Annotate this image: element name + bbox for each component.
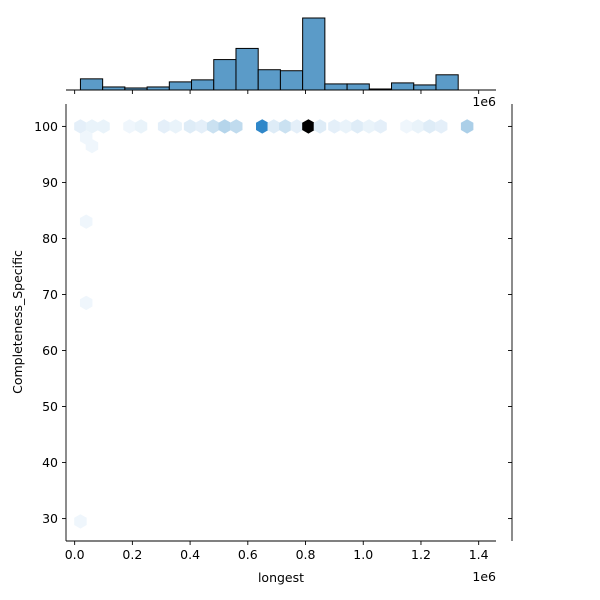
hexbin-cell bbox=[195, 119, 208, 134]
histogram-bar bbox=[213, 59, 237, 91]
hexbin-cell bbox=[339, 119, 353, 134]
x-tick-label: 1.2 bbox=[411, 547, 431, 562]
hexbin-cell bbox=[434, 119, 448, 134]
histogram-bar bbox=[413, 84, 437, 91]
hexbin-cell bbox=[206, 119, 220, 134]
histogram-bar bbox=[257, 69, 281, 91]
right-marginal-ticks bbox=[508, 125, 512, 520]
hexbin-cell bbox=[267, 119, 281, 134]
hexbin-cell bbox=[400, 119, 413, 134]
y-tick-label: 50 bbox=[42, 399, 58, 414]
y-tick-label: 40 bbox=[42, 455, 58, 470]
x-tick-label: 0.8 bbox=[296, 547, 316, 562]
histogram-bar bbox=[168, 81, 193, 91]
hexbin-cell bbox=[423, 119, 436, 134]
y-tick-label: 70 bbox=[42, 287, 58, 302]
histogram-bar bbox=[324, 83, 348, 91]
hexbin-cell bbox=[85, 138, 99, 154]
histogram-bar bbox=[146, 86, 170, 91]
hexbin-cell bbox=[183, 119, 197, 134]
hexbin-cell bbox=[230, 119, 243, 134]
y-tick-label: 60 bbox=[42, 343, 58, 358]
hexbin-cell bbox=[313, 119, 327, 134]
y-tick-label: 30 bbox=[42, 511, 58, 526]
histogram-bar bbox=[346, 83, 370, 91]
hexbin-cell bbox=[85, 119, 99, 134]
hexbin-cell bbox=[218, 119, 231, 134]
hexbin-cell bbox=[411, 119, 425, 134]
x-tick-label: 1.4 bbox=[469, 547, 489, 562]
hexbin-cell bbox=[351, 119, 364, 134]
hexbin-cell bbox=[460, 119, 474, 134]
right-marginal-panel bbox=[508, 104, 513, 541]
hexbin-cell bbox=[290, 119, 304, 134]
hexbin-cell bbox=[134, 119, 148, 134]
marginal-offset-text: 1e6 bbox=[472, 94, 496, 109]
x-offset-text: 1e6 bbox=[472, 569, 496, 584]
histogram-bar bbox=[235, 47, 259, 91]
marginal-x-ticks bbox=[74, 90, 480, 94]
x-tick-label: 1.0 bbox=[353, 547, 373, 562]
y-tick-label: 100 bbox=[34, 119, 58, 134]
hexbin-cell bbox=[302, 119, 315, 134]
hexbin-cell bbox=[74, 119, 87, 134]
histogram-bar bbox=[279, 70, 304, 91]
x-tick-label: 0.4 bbox=[180, 547, 200, 562]
histogram-bar bbox=[102, 86, 126, 91]
y-tick-label: 90 bbox=[42, 175, 58, 190]
hexbin-cell bbox=[256, 119, 269, 134]
hexbin-plot: 0.0 0.2 0.4 0.6 0.8 1.0 1.2 1.4 30 40 50 60 70 80 90 1… bbox=[10, 104, 496, 585]
marginal-histogram: 1e6 bbox=[66, 17, 496, 109]
histogram-bar bbox=[302, 17, 326, 91]
hexbin-cell bbox=[328, 119, 341, 134]
hexbin-cell bbox=[79, 295, 93, 311]
x-axis-label: longest bbox=[258, 570, 304, 585]
x-tick-label: 0.6 bbox=[238, 547, 258, 562]
y-tick-label: 80 bbox=[42, 231, 58, 246]
hexbin-cell bbox=[79, 214, 93, 229]
histogram-bar bbox=[391, 82, 415, 91]
hexbin-cell bbox=[74, 514, 87, 529]
histogram-bar bbox=[435, 74, 459, 91]
x-tick-label: 0.0 bbox=[65, 547, 85, 562]
histogram-bars bbox=[79, 17, 459, 91]
hexbin-cells bbox=[74, 119, 474, 529]
y-axis-label: Completeness_Specific bbox=[10, 250, 25, 394]
hexbin-cell bbox=[157, 119, 171, 134]
hexbin-cell bbox=[279, 119, 292, 134]
hexbin-cell bbox=[362, 119, 376, 134]
x-axis-ticks: 0.0 0.2 0.4 0.6 0.8 1.0 1.2 1.4 bbox=[65, 541, 489, 562]
hexbin-cell bbox=[374, 119, 387, 134]
hexbin-cell bbox=[169, 119, 182, 134]
hexbin-cell bbox=[123, 119, 136, 134]
histogram-bar bbox=[191, 79, 215, 91]
y-axis-ticks: 30 40 50 60 70 80 90 100 bbox=[34, 119, 66, 526]
hexbin-cell bbox=[97, 119, 110, 134]
histogram-bar bbox=[79, 78, 104, 91]
x-tick-label: 0.2 bbox=[122, 547, 142, 562]
